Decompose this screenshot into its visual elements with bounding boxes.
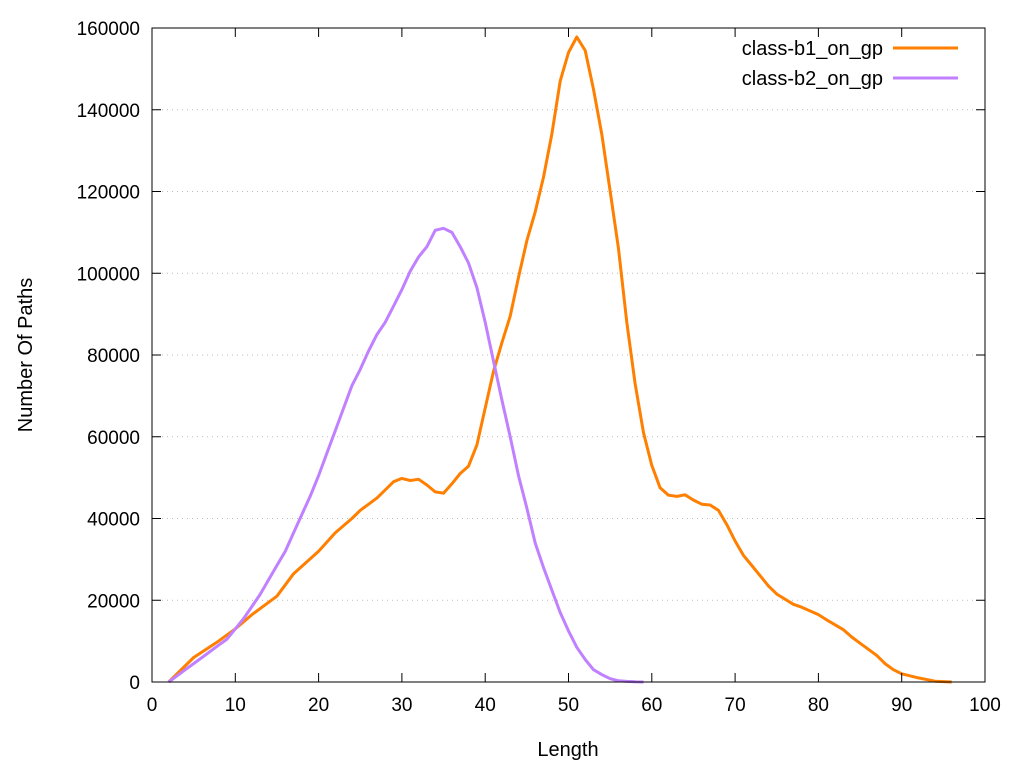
series-line-class-b1_on_gp — [167, 35, 952, 684]
y-tick-label: 60000 — [87, 428, 140, 449]
y-tick-label: 100000 — [77, 264, 140, 285]
y-tick-label: 80000 — [87, 346, 140, 367]
x-tick-label: 20 — [308, 695, 329, 716]
x-tick-label: 100 — [969, 695, 1001, 716]
y-tick-label: 20000 — [87, 591, 140, 612]
legend-label: class-b2_on_gp — [742, 68, 883, 90]
x-tick-label: 40 — [475, 695, 496, 716]
series-line-class-b2_on_gp — [167, 226, 644, 684]
grid-lines — [152, 109, 985, 601]
x-tick-label: 60 — [641, 695, 662, 716]
y-axis-label: Number Of Paths — [15, 278, 37, 433]
y-tick-label: 140000 — [77, 101, 140, 122]
y-tick-label: 120000 — [77, 183, 140, 204]
y-tick-label: 0 — [129, 673, 140, 694]
legend: class-b1_on_gp class-b2_on_gp — [742, 38, 958, 90]
legend-label: class-b1_on_gp — [742, 38, 883, 60]
y-tick-label: 40000 — [87, 510, 140, 531]
x-tick-label: 0 — [147, 695, 158, 716]
axis-ticks: 0 20000 40000 60000 80000 100000 120000 140000 1… — [77, 19, 1001, 716]
x-tick-label: 50 — [558, 695, 579, 716]
plot-border — [151, 27, 986, 683]
x-tick-label: 80 — [808, 695, 829, 716]
y-tick-label: 160000 — [77, 19, 140, 40]
x-tick-label: 90 — [891, 695, 912, 716]
x-tick-label: 70 — [725, 695, 746, 716]
x-tick-label: 10 — [225, 695, 246, 716]
x-tick-label: 30 — [391, 695, 412, 716]
series-lines — [167, 35, 952, 684]
x-axis-label: Length — [537, 739, 598, 761]
